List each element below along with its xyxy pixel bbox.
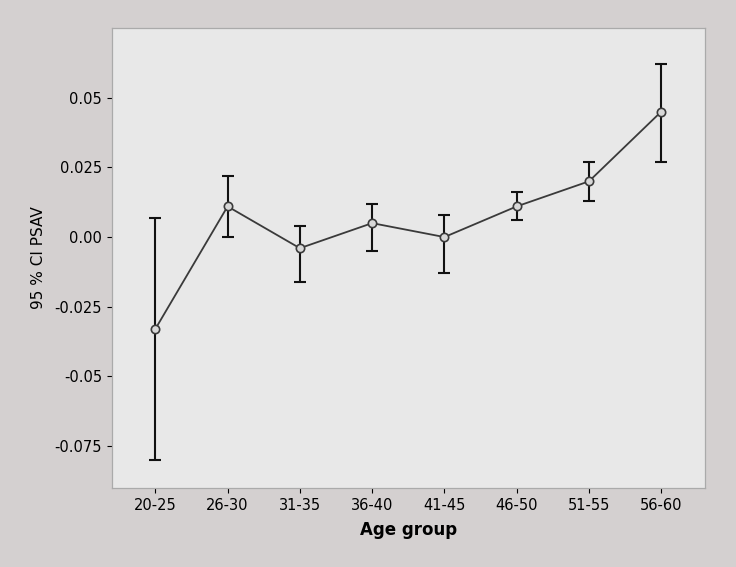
X-axis label: Age group: Age group — [360, 521, 457, 539]
Y-axis label: 95 % CI PSAV: 95 % CI PSAV — [32, 206, 46, 310]
